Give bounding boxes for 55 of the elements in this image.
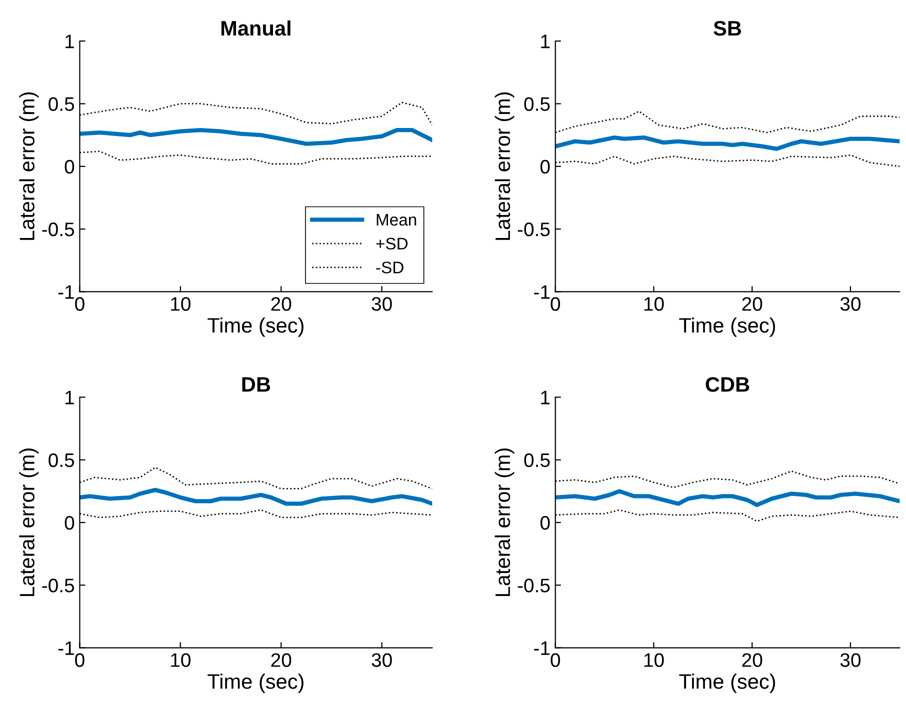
y-axis-title: Lateral error (m)	[494, 448, 514, 596]
y-tick-label: -0.5	[518, 222, 550, 236]
y-tick-label: -0.5	[42, 578, 74, 592]
x-tick-label: 10	[171, 653, 190, 667]
line-series	[80, 488, 432, 506]
y-tick-label: 1	[66, 34, 74, 48]
x-tick-label: 10	[644, 297, 664, 311]
y-tick-label: 1	[66, 390, 74, 404]
y-tick-label: -0.5	[518, 578, 550, 592]
y-tick-label: -1	[58, 285, 74, 299]
x-axis-title: Time (sec)	[208, 317, 304, 337]
y-axis-title: Lateral error (m)	[19, 92, 39, 240]
y-tick-label: -1	[58, 641, 74, 655]
y-tick-label: 0.5	[524, 453, 550, 468]
y-tick-label: -1	[534, 285, 550, 299]
x-tick-label: 0	[550, 653, 560, 667]
y-axis-title: Lateral error (m)	[19, 448, 39, 596]
x-tick-label: 0	[75, 653, 84, 667]
legend-label: -SD	[376, 262, 404, 274]
x-tick-label: 10	[644, 653, 664, 667]
x-tick-label: 20	[742, 297, 762, 311]
x-tick-label: 30	[372, 297, 392, 311]
x-axis-title: Time (sec)	[679, 674, 776, 693]
legend-label: Mean	[376, 214, 416, 226]
y-tick-label: 1	[541, 34, 550, 48]
y-tick-label: 0	[540, 516, 550, 530]
line-series	[555, 489, 900, 508]
y-tick-label: 0	[64, 516, 74, 530]
y-tick-label: 0	[64, 160, 74, 174]
x-tick-label: 20	[742, 653, 762, 667]
legend-label: +SD	[376, 238, 408, 250]
y-tick-label: 0	[540, 160, 550, 174]
x-tick-label: 10	[171, 297, 190, 311]
chart-title: DB	[242, 377, 270, 392]
chart-title: SB	[714, 20, 742, 36]
y-axis-title: Lateral error (m)	[494, 92, 514, 240]
x-tick-label: 0	[75, 297, 84, 311]
line-series	[555, 135, 900, 151]
line-series	[80, 128, 432, 146]
chart-title: Manual	[221, 20, 290, 36]
y-tick-label: 0.5	[48, 453, 74, 468]
x-tick-label: 30	[840, 653, 861, 667]
y-tick-label: 0.5	[524, 97, 550, 111]
y-tick-label: 0.5	[48, 97, 74, 111]
x-tick-label: 30	[372, 653, 392, 667]
chart-title: CDB	[706, 377, 750, 392]
x-tick-label: 30	[840, 297, 861, 311]
x-tick-label: 20	[271, 653, 292, 667]
x-axis-title: Time (sec)	[679, 317, 776, 337]
y-tick-label: -1	[534, 641, 550, 655]
x-tick-label: 20	[271, 297, 292, 311]
x-axis-title: Time (sec)	[208, 674, 304, 693]
y-tick-label: 1	[541, 390, 550, 404]
y-tick-label: -0.5	[42, 222, 74, 236]
x-tick-label: 0	[550, 297, 560, 311]
